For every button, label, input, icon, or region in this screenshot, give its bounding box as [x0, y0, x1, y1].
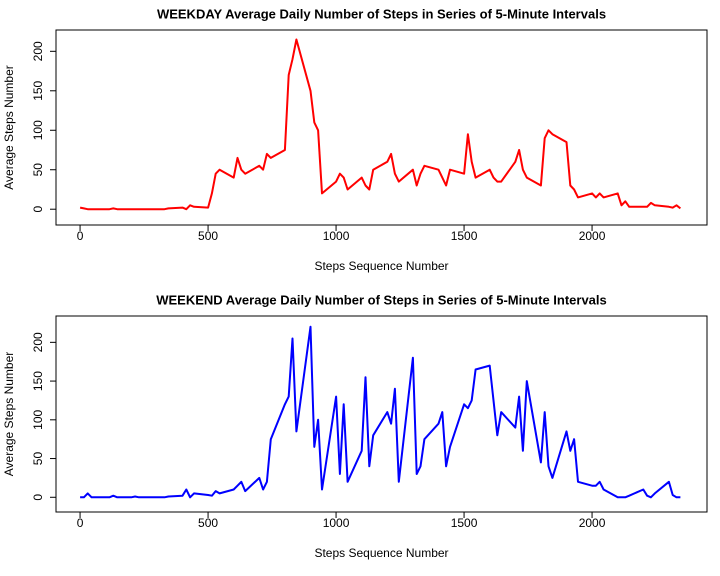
x-tick-label: 2000	[579, 516, 606, 530]
y-tick-label: 150	[31, 80, 45, 100]
x-tick-label: 1500	[451, 516, 478, 530]
chart-title: WEEKEND Average Daily Number of Steps in…	[156, 292, 607, 307]
chart-title: WEEKDAY Average Daily Number of Steps in…	[157, 6, 606, 21]
y-axis-label: Average Steps Number	[2, 352, 16, 477]
x-tick-label: 500	[198, 229, 218, 243]
data-line	[80, 325, 681, 499]
y-tick-label: 100	[31, 409, 45, 429]
y-tick-label: 150	[31, 371, 45, 391]
plot-frame	[55, 315, 708, 513]
x-tick-label: 0	[77, 516, 84, 530]
y-tick-label: 50	[31, 163, 45, 177]
x-tick-label: 1500	[451, 229, 478, 243]
x-tick-label: 1000	[323, 516, 350, 530]
x-axis-label: Steps Sequence Number	[314, 546, 448, 560]
plot-frame	[55, 29, 708, 226]
y-tick-label: 0	[31, 494, 45, 501]
y-tick-label: 100	[31, 120, 45, 140]
x-tick-label: 500	[198, 516, 218, 530]
y-tick-label: 0	[31, 206, 45, 213]
y-tick-label: 200	[31, 332, 45, 352]
y-tick-label: 200	[31, 41, 45, 61]
y-tick-label: 50	[31, 452, 45, 466]
x-tick-label: 2000	[579, 229, 606, 243]
x-tick-label: 1000	[323, 229, 350, 243]
x-axis-label: Steps Sequence Number	[314, 259, 448, 273]
data-line	[79, 38, 682, 211]
y-axis-label: Average Steps Number	[2, 65, 16, 190]
x-tick-label: 0	[77, 229, 84, 243]
